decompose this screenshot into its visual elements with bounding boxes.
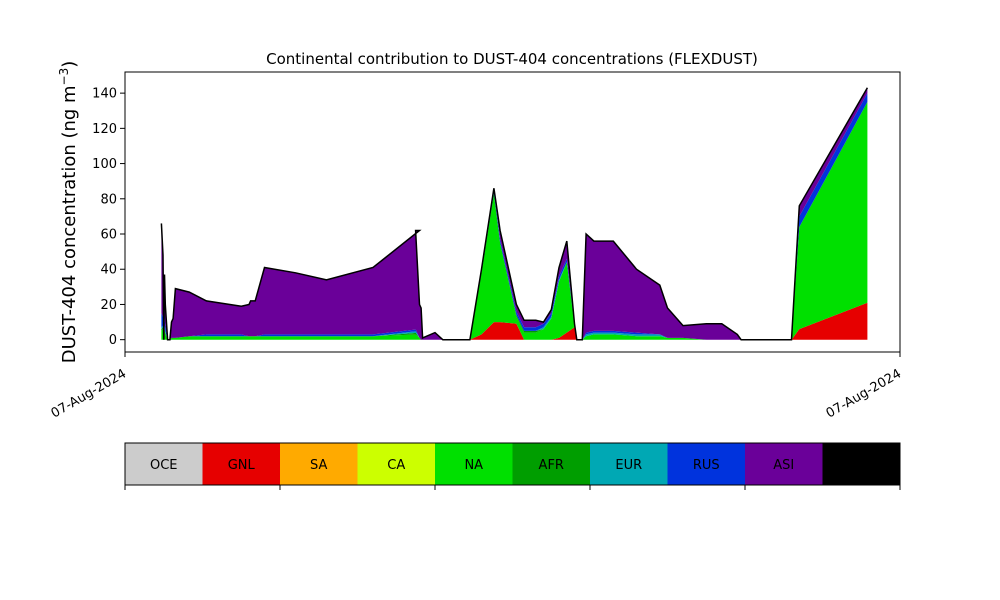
legend-label-gnl: GNL [228,458,256,473]
legend-frame [124,442,901,486]
legend-label-asi: ASI [773,458,794,473]
area-asi [161,87,868,340]
legend-label-aus: AUS [848,458,875,473]
chart-title: Continental contribution to DUST-404 con… [266,50,758,68]
y-axis-label: DUST-404 concentration (ng m−3) [57,61,80,364]
legend-swatch-ca [357,443,435,485]
legend-label-sa: SA [310,458,327,473]
legend-swatch-asi [745,443,823,485]
area-na [161,101,868,340]
area-layers [160,87,869,341]
legend-label-na: NA [464,458,483,473]
y-axis: 0 20 40 60 80 100 120 140 [92,87,125,348]
legend-swatch-rus [667,443,745,485]
legend-label-rus: RUS [693,458,720,473]
legend-swatch-gnl [202,443,280,485]
y-tick-label: 80 [100,192,117,207]
legend-swatch-afr [512,443,590,485]
y-tick-label: 140 [92,87,117,102]
legend-label-eur: EUR [615,458,642,473]
x-tick-label: 07-Aug-2024 [824,366,904,421]
area-gnl [161,302,868,340]
legend-swatch-oce [125,443,203,485]
legend-swatch-sa [280,443,358,485]
y-tick-label: 60 [100,228,117,243]
y-tick-label: 20 [100,298,117,313]
y-axis-label-main: DUST-404 concentration (ng m [59,85,80,363]
x-tick-label: 07-Aug-2024 [49,366,129,421]
legend-swatch-eur [590,443,668,485]
legend-swatch-na [435,443,513,485]
plot-frame [124,71,901,353]
y-tick-label: 120 [92,122,117,137]
y-tick-label: 40 [100,263,117,278]
y-tick-label: 0 [109,333,117,348]
legend-label-ca: CA [387,458,405,473]
legend-label-oce: OCE [150,458,178,473]
total-line [160,87,869,341]
legend-colorbar: OCE GNL SA CA NA AFR EUR RUS ASI AUS [124,442,901,490]
x-axis: 07-Aug-2024 07-Aug-2024 [49,352,904,422]
y-tick-label: 100 [92,157,117,172]
y-axis-label-superscript: −3 [57,68,71,86]
legend-label-afr: AFR [539,458,564,473]
y-axis-label-close: ) [59,61,80,68]
legend-swatch-aus [822,443,900,485]
